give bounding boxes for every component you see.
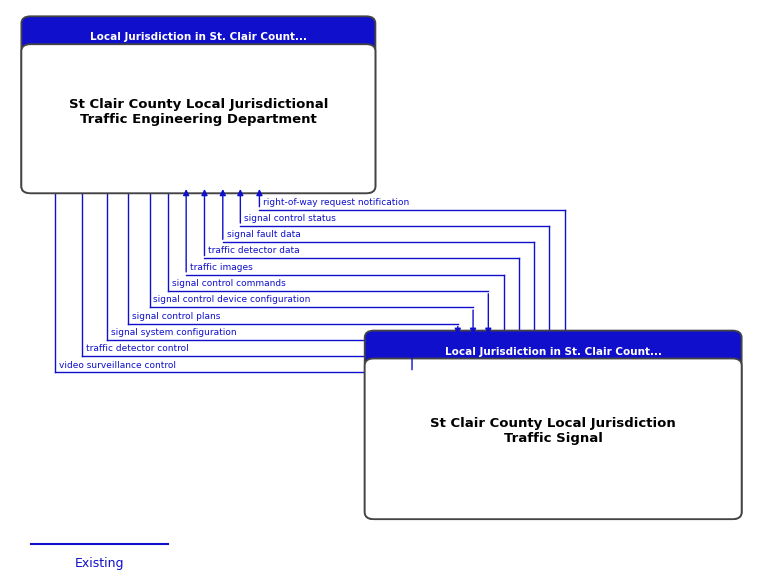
Text: traffic detector data: traffic detector data — [208, 247, 300, 255]
FancyBboxPatch shape — [21, 16, 375, 193]
Text: signal system configuration: signal system configuration — [111, 328, 237, 337]
Text: signal fault data: signal fault data — [227, 230, 301, 239]
Text: St Clair County Local Jurisdictional
Traffic Engineering Department: St Clair County Local Jurisdictional Tra… — [69, 98, 328, 126]
Text: signal control device configuration: signal control device configuration — [153, 296, 311, 304]
Text: traffic images: traffic images — [190, 263, 253, 272]
Text: St Clair County Local Jurisdiction
Traffic Signal: St Clair County Local Jurisdiction Traff… — [430, 417, 676, 445]
Text: traffic detector control: traffic detector control — [86, 345, 189, 353]
Text: signal control plans: signal control plans — [132, 312, 221, 321]
FancyBboxPatch shape — [365, 331, 742, 519]
Text: signal control status: signal control status — [244, 214, 336, 223]
Text: Local Jurisdiction in St. Clair Count...: Local Jurisdiction in St. Clair Count... — [90, 32, 307, 42]
Text: Existing: Existing — [75, 557, 124, 570]
Text: signal control commands: signal control commands — [172, 279, 285, 288]
FancyBboxPatch shape — [21, 44, 375, 193]
Text: Local Jurisdiction in St. Clair Count...: Local Jurisdiction in St. Clair Count... — [445, 346, 662, 357]
Text: right-of-way request notification: right-of-way request notification — [263, 198, 410, 207]
FancyBboxPatch shape — [365, 359, 742, 519]
Text: video surveillance control: video surveillance control — [59, 361, 175, 370]
